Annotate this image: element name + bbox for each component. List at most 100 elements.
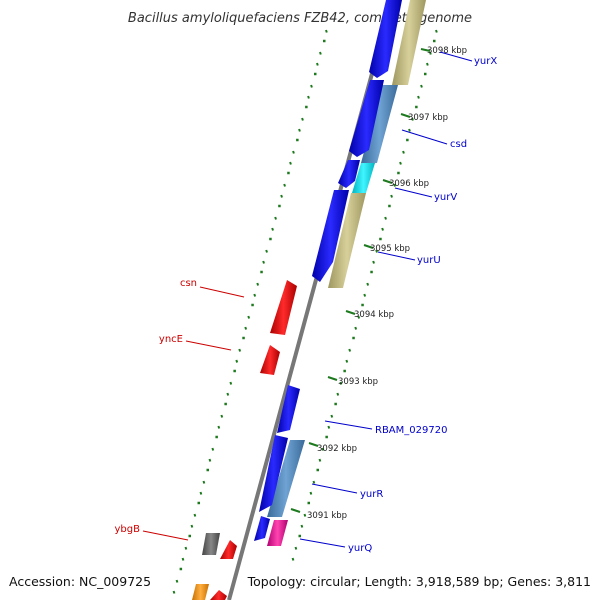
kbp-label-3098: 3098 kbp <box>427 46 467 56</box>
tick-mark <box>411 117 414 121</box>
tick-mark <box>220 414 224 418</box>
tick-mark <box>381 227 384 231</box>
tick-mark <box>262 260 265 264</box>
gene-arrow-csd[interactable] <box>349 80 384 157</box>
gene-arrow-yurQ[interactable] <box>254 516 270 541</box>
tick-mark <box>309 491 313 495</box>
tick-mark <box>318 458 322 462</box>
tick-mark <box>190 524 194 528</box>
tick-mark <box>235 359 239 363</box>
tick-mark <box>253 293 257 297</box>
tick-mark <box>408 128 411 132</box>
tick-mark <box>256 282 260 286</box>
tick-mark <box>184 546 188 550</box>
tick-mark <box>181 557 185 561</box>
gene-label-csn[interactable]: csn <box>180 278 197 289</box>
gene-label-yurU[interactable]: yurU <box>417 255 441 266</box>
tick-mark <box>402 150 405 154</box>
tick-mark <box>301 117 304 121</box>
gene-arrow-yurU[interactable] <box>312 190 349 282</box>
tick-mark <box>238 348 242 352</box>
kbp-label-3096: 3096 kbp <box>389 179 429 189</box>
tick-mark <box>384 216 387 220</box>
tick-mark <box>319 51 322 55</box>
tick-mark <box>345 359 349 363</box>
tick-mark <box>307 95 310 99</box>
tick-mark <box>298 128 301 132</box>
kbp-label-3093: 3093 kbp <box>338 377 378 387</box>
tick-mark <box>417 95 420 99</box>
tick-mark <box>217 425 221 429</box>
tick-mark <box>348 348 352 352</box>
tick-mark <box>393 183 396 187</box>
tick-mark <box>208 458 212 462</box>
tick-mark <box>399 161 402 165</box>
cog-block-yurX <box>392 0 426 85</box>
tick-mark <box>303 513 307 517</box>
forward-gene-labels: yurX csd yurV yurU RBAM_029720 yurR yurQ <box>299 51 497 554</box>
tick-mark <box>357 315 361 319</box>
tick-mark <box>429 51 432 55</box>
gene-arrow-yncE[interactable] <box>260 345 280 375</box>
gene-arrow-yurR[interactable] <box>259 435 288 512</box>
kbp-label-3091: 3091 kbp <box>307 511 347 521</box>
cog-block-yurQ <box>267 520 288 546</box>
kbp-label-3095: 3095 kbp <box>370 244 410 254</box>
tick-mark <box>294 546 298 550</box>
gene-label-yncE[interactable]: yncE <box>159 334 183 345</box>
tick-mark <box>354 326 358 330</box>
gene-label-yurV[interactable]: yurV <box>434 192 457 203</box>
cog-block-yurR <box>267 440 305 517</box>
tick-mark <box>280 194 283 198</box>
gene-arrow-red-bottom[interactable] <box>210 590 227 600</box>
cog-block-orange <box>192 584 209 600</box>
tick-mark <box>310 84 313 88</box>
tick-mark <box>202 480 206 484</box>
tick-mark <box>325 29 328 33</box>
tick-mark <box>300 524 304 528</box>
tick-mark <box>292 150 295 154</box>
tick-mark <box>289 161 292 165</box>
kbp-label-3094: 3094 kbp <box>354 310 394 320</box>
gene-label-yurX[interactable]: yurX <box>474 56 497 67</box>
tick-mark <box>283 183 286 187</box>
accession-text: Accession: NC_009725 <box>9 574 151 589</box>
gene-label-RBAM_029720[interactable]: RBAM_029720 <box>375 425 447 436</box>
tick-mark <box>321 447 325 451</box>
gene-arrow-csn[interactable] <box>270 280 297 335</box>
tick-mark <box>366 282 370 286</box>
tick-mark <box>175 579 179 583</box>
cog-block-yurU <box>328 193 366 288</box>
tick-mark <box>193 513 197 517</box>
genome-summary-text: Topology: circular; Length: 3,918,589 bp… <box>247 574 591 589</box>
gene-label-csd[interactable]: csd <box>450 139 467 150</box>
gene-label-yurR[interactable]: yurR <box>360 489 383 500</box>
tick-mark <box>274 216 277 220</box>
gene-arrow-RBAM_029720[interactable] <box>277 385 300 433</box>
tick-mark <box>327 425 331 429</box>
cog-block-ybgB <box>202 533 220 555</box>
tick-mark <box>312 480 316 484</box>
kbp-marker-group: 3098 kbp 3097 kbp 3096 kbp 3095 kbp 3094… <box>290 46 467 521</box>
gene-arrow-ybgB[interactable] <box>220 540 237 559</box>
forward-gene-track <box>254 0 402 541</box>
gene-arrow-yurV[interactable] <box>338 160 360 188</box>
kbp-label-3092: 3092 kbp <box>317 444 357 454</box>
reverse-gene-track <box>210 280 297 600</box>
tick-mark <box>316 62 319 66</box>
kbp-label-3097: 3097 kbp <box>408 113 448 123</box>
tick-mark <box>375 249 378 253</box>
tick-mark <box>265 249 268 253</box>
tick-mark <box>339 381 343 385</box>
tick-mark <box>420 84 423 88</box>
gene-label-ybgB[interactable]: ybgB <box>115 524 141 535</box>
tick-mark <box>226 392 230 396</box>
tick-mark <box>229 381 233 385</box>
gene-label-yurQ[interactable]: yurQ <box>348 543 372 554</box>
tick-mark <box>172 590 176 594</box>
tick-mark <box>330 414 334 418</box>
gene-arrow-yurX[interactable] <box>369 0 402 78</box>
tick-mark <box>372 260 375 264</box>
tick-mark <box>291 557 295 561</box>
